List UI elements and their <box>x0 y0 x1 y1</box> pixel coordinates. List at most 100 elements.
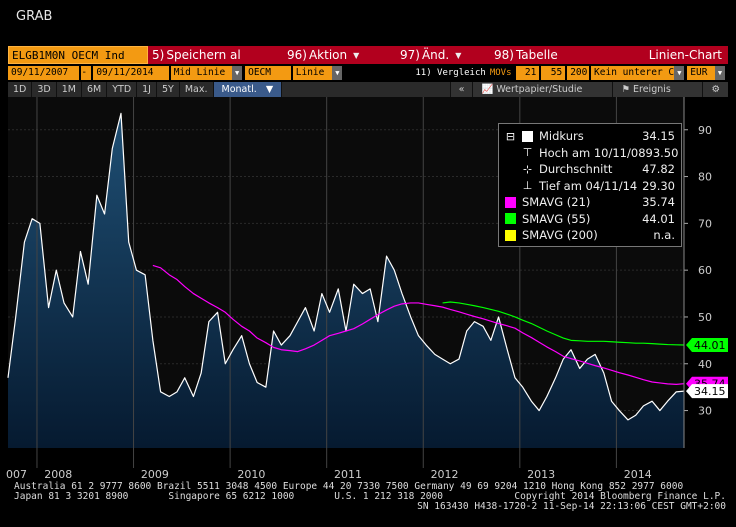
footer-session: SN 163430 H438-1720-2 11-Sep-14 22:13:06… <box>417 501 726 512</box>
chevron-down-icon[interactable]: ▼ <box>232 66 243 80</box>
legend-swatch-smavg55[interactable] <box>505 213 516 225</box>
x-tick-label: 2011 <box>334 468 362 481</box>
footer-contact: Australia 61 2 9777 8600 Brazil 5511 304… <box>14 482 726 512</box>
legend-label: Durchschnitt <box>539 162 613 177</box>
legend-row-smavg55: SMAVG (55) 44.01 <box>505 211 675 228</box>
ticker-field[interactable]: ELGB1M0N OECM Ind <box>8 46 148 64</box>
frequency-label: Monatl. <box>221 84 257 95</box>
y-axis: 30 40 50 60 70 80 90 <box>683 97 712 448</box>
compare-label[interactable]: 11) Vergleich <box>415 68 486 78</box>
period-5y[interactable]: 5Y <box>157 82 180 97</box>
legend-value: 34.15 <box>642 129 675 144</box>
period-3d[interactable]: 3D <box>32 82 57 97</box>
legend-label: SMAVG (200) <box>522 228 598 243</box>
legend-value: 47.82 <box>642 162 675 177</box>
currency-field[interactable]: EUR <box>687 66 716 80</box>
legend-row-smavg21: SMAVG (21) 35.74 <box>505 194 675 211</box>
x-tick-label: 2009 <box>141 468 169 481</box>
value-badge <box>686 384 728 399</box>
start-date-field[interactable]: 09/11/2007 <box>8 66 80 80</box>
period-1m[interactable]: 1M <box>57 82 82 97</box>
table-menu-label: Tabelle <box>515 48 558 62</box>
price-type-field[interactable]: Mid Linie <box>170 66 233 80</box>
chevron-down-icon: ▼ <box>265 84 274 95</box>
save-menu[interactable]: 5) Speichern al <box>148 46 281 64</box>
period-1j[interactable]: 1J <box>137 82 157 97</box>
chart-tools: « 📈 Wertpapier/Studie ⚑ Ereignis ⚙ <box>449 82 728 97</box>
legend-swatch-smavg21[interactable] <box>505 196 516 208</box>
smavg21-line <box>152 264 685 385</box>
x-tick-label: 2013 <box>527 468 555 481</box>
settings-button[interactable]: ⚙ <box>702 82 728 97</box>
legend-row-low: ⊥ Tief am 04/11/14 29.30 <box>505 178 675 195</box>
high-marker-icon: ⊤ <box>522 146 533 160</box>
action-menu-number: 96) <box>287 48 307 62</box>
x-tick-label: 2012 <box>431 468 459 481</box>
table-menu-number: 98) <box>494 48 514 62</box>
chart-line-icon: 📈 <box>481 84 497 95</box>
legend-value: 29.30 <box>642 178 675 193</box>
mov1-field[interactable]: 21 <box>515 66 540 80</box>
end-date-field[interactable]: 09/11/2014 <box>93 66 169 80</box>
legend-label: SMAVG (55) <box>522 211 591 226</box>
y-tick-label: 40 <box>698 358 712 371</box>
chart-type-label[interactable]: Linien-Chart <box>648 48 722 62</box>
value-badge-label: 34.15 <box>694 385 726 398</box>
lower-chart-field[interactable]: Kein unterer Cha <box>591 66 675 80</box>
value-badges: 44.0135.7434.15 <box>686 337 728 399</box>
parameter-bar: 09/11/2007 - 09/11/2014 Mid Linie ▼ OECM… <box>8 65 728 81</box>
x-axis: 007 2008 2009 2010 2011 2012 2013 2014 <box>6 468 652 481</box>
period-bar: 1D 3D 1M 6M YTD 1J 5Y Max. Monatl. ▼ « 📈… <box>8 82 728 97</box>
security-study-label: Wertpapier/Studie <box>496 84 583 95</box>
value-badge-label: 44.01 <box>694 339 726 352</box>
x-tick-label: 2010 <box>237 468 265 481</box>
period-ytd[interactable]: YTD <box>107 82 138 97</box>
command-bar: ELGB1M0N OECM Ind 5) Speichern al 96) Ak… <box>8 46 728 64</box>
minus-box-icon[interactable]: ⊟ <box>505 129 516 143</box>
chevron-down-icon[interactable]: ▼ <box>332 66 343 80</box>
legend-row-smavg200: SMAVG (200) n.a. <box>505 227 675 244</box>
legend-label: SMAVG (21) <box>522 195 591 210</box>
period-max[interactable]: Max. <box>180 82 214 97</box>
y-tick-label: 60 <box>698 264 712 277</box>
movs-label: MOVs <box>489 68 512 78</box>
events-button[interactable]: ⚑ Ereignis <box>612 82 703 97</box>
legend-swatch-smavg200[interactable] <box>505 229 516 241</box>
table-menu[interactable]: 98) Tabelle <box>490 46 630 64</box>
edit-menu-label: Änd. <box>421 48 450 62</box>
chevron-down-icon: ▼ <box>353 50 360 60</box>
save-menu-label: Speichern al <box>166 48 241 62</box>
style-field[interactable]: Linie <box>292 66 333 80</box>
low-marker-icon: ⊥ <box>522 179 533 193</box>
action-menu[interactable]: 96) Aktion ▼ <box>281 46 394 64</box>
collapse-button[interactable]: « <box>449 82 473 97</box>
window-title: GRAB <box>16 9 53 24</box>
legend-row-average: ⊹ Durchschnitt 47.82 <box>505 161 675 178</box>
period-1d[interactable]: 1D <box>8 82 33 97</box>
chevron-down-icon[interactable]: ▼ <box>715 66 725 80</box>
y-tick-label: 70 <box>698 217 712 230</box>
value-badge <box>686 337 728 352</box>
x-tick-label: 2014 <box>624 468 652 481</box>
source-field[interactable]: OECM <box>245 66 291 80</box>
series-lines <box>7 112 685 421</box>
save-menu-number: 5) <box>152 48 165 62</box>
frequency-dropdown[interactable]: Monatl. ▼ <box>213 82 283 97</box>
legend-swatch-midkurs <box>522 130 533 142</box>
edit-menu[interactable]: 97) Änd. ▼ <box>394 46 490 64</box>
chevron-down-icon[interactable]: ▼ <box>674 66 685 80</box>
footer-line1: Australia 61 2 9777 8600 Brazil 5511 304… <box>14 481 684 492</box>
y-tick-label: 90 <box>698 124 712 137</box>
smavg55-line <box>442 301 685 346</box>
mov3-field[interactable]: 200 <box>567 66 590 80</box>
mov2-field[interactable]: 55 <box>541 66 566 80</box>
legend-label: Hoch am 10/11/08 <box>539 145 646 160</box>
y-tick-label: 50 <box>698 311 712 324</box>
legend-row-high: ⊤ Hoch am 10/11/08 93.50 <box>505 145 679 162</box>
legend-value: 35.74 <box>642 195 675 210</box>
period-6m[interactable]: 6M <box>82 82 108 97</box>
x-tick-label: 2008 <box>44 468 72 481</box>
y-tick-label: 30 <box>698 405 712 418</box>
security-study-button[interactable]: 📈 Wertpapier/Studie <box>472 82 613 97</box>
action-menu-label: Aktion <box>308 48 348 62</box>
